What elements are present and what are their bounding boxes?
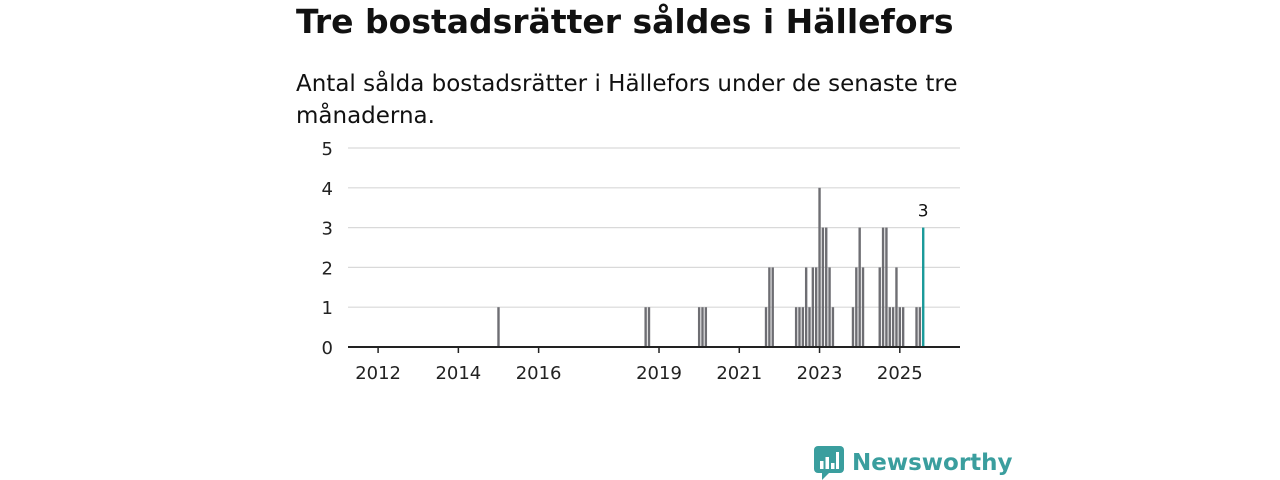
y-tick-label: 1 — [322, 298, 333, 319]
bars — [497, 187, 925, 347]
bar — [647, 307, 651, 347]
x-tick-label: 2025 — [877, 363, 923, 384]
bar — [831, 307, 835, 347]
bar — [644, 307, 647, 347]
bar — [768, 267, 771, 347]
newsworthy-logo: Newsworthy — [814, 446, 1013, 480]
newsworthy-logo-icon — [814, 446, 844, 480]
bar — [804, 267, 808, 347]
x-tick-label: 2014 — [435, 363, 481, 384]
bar — [851, 307, 855, 347]
x-tick-label: 2016 — [516, 363, 562, 384]
bar — [858, 227, 861, 347]
bar — [794, 307, 798, 347]
x-tick-label: 2021 — [716, 363, 762, 384]
bar — [818, 187, 821, 347]
bar — [878, 267, 881, 347]
chart-title: Tre bostadsrätter såldes i Hällefors — [296, 2, 954, 41]
bar — [901, 307, 905, 347]
bar — [885, 227, 888, 347]
labels: 0 1 2 3 4 5 3 2012 2014 2016 2019 2021 2023 2025 — [322, 139, 929, 384]
bar — [808, 307, 811, 347]
bar — [764, 307, 768, 347]
x-tick-label: 2012 — [355, 363, 401, 384]
bar — [855, 267, 858, 347]
y-tick-label: 4 — [322, 179, 333, 200]
bar — [915, 307, 918, 347]
grid-lines — [348, 147, 960, 308]
bar — [811, 267, 815, 347]
bar — [697, 307, 701, 347]
chart-subtitle: Antal sålda bostadsrätter i Hällefors un… — [296, 71, 958, 129]
bar — [895, 267, 898, 347]
data-label: 3 — [918, 202, 929, 222]
bar — [918, 307, 922, 347]
y-tick-label: 2 — [322, 258, 333, 279]
bar — [825, 227, 828, 347]
y-tick-label: 0 — [322, 338, 333, 359]
bar — [861, 267, 865, 347]
brand-name: Newsworthy — [852, 450, 1013, 476]
bar — [701, 307, 704, 347]
bar — [704, 307, 708, 347]
bar — [771, 267, 774, 347]
axes — [348, 346, 960, 353]
bar — [898, 307, 902, 347]
bar — [497, 307, 500, 347]
bar — [798, 307, 801, 347]
y-tick-label: 3 — [322, 219, 333, 240]
bar — [891, 307, 895, 347]
y-tick-label: 5 — [322, 139, 333, 160]
bar — [888, 307, 891, 347]
bar — [881, 227, 885, 347]
bar — [814, 267, 818, 347]
bar — [828, 267, 831, 347]
bar — [801, 307, 805, 347]
x-tick-label: 2019 — [636, 363, 682, 384]
bar-highlight — [922, 227, 925, 347]
bar — [821, 227, 825, 347]
x-tick-label: 2023 — [797, 363, 843, 384]
